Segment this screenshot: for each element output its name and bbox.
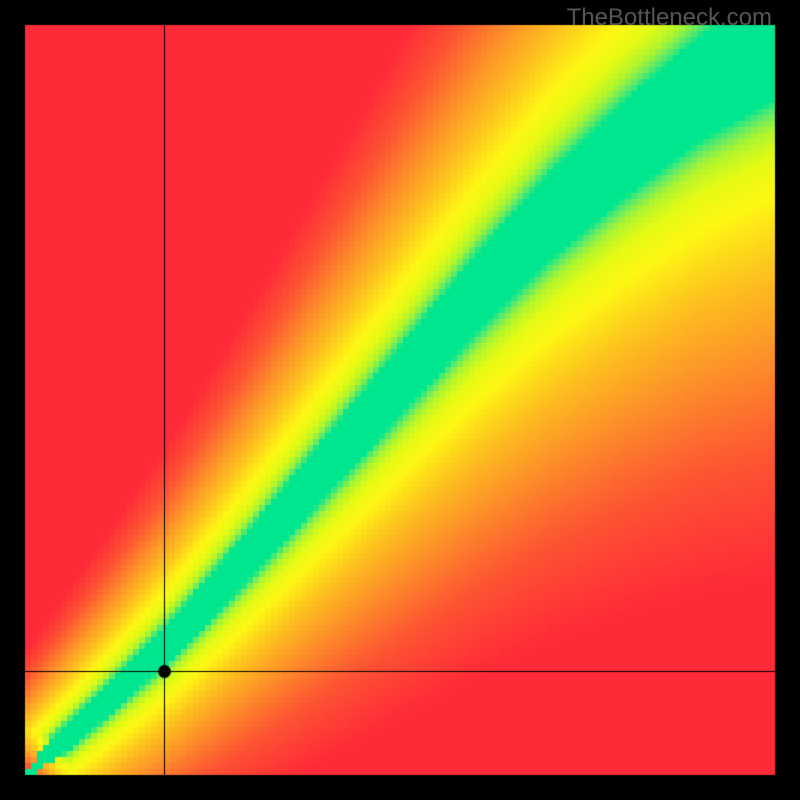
heatmap-canvas — [0, 0, 800, 800]
watermark-text: TheBottleneck.com — [567, 4, 772, 32]
chart-container: TheBottleneck.com — [0, 0, 800, 800]
